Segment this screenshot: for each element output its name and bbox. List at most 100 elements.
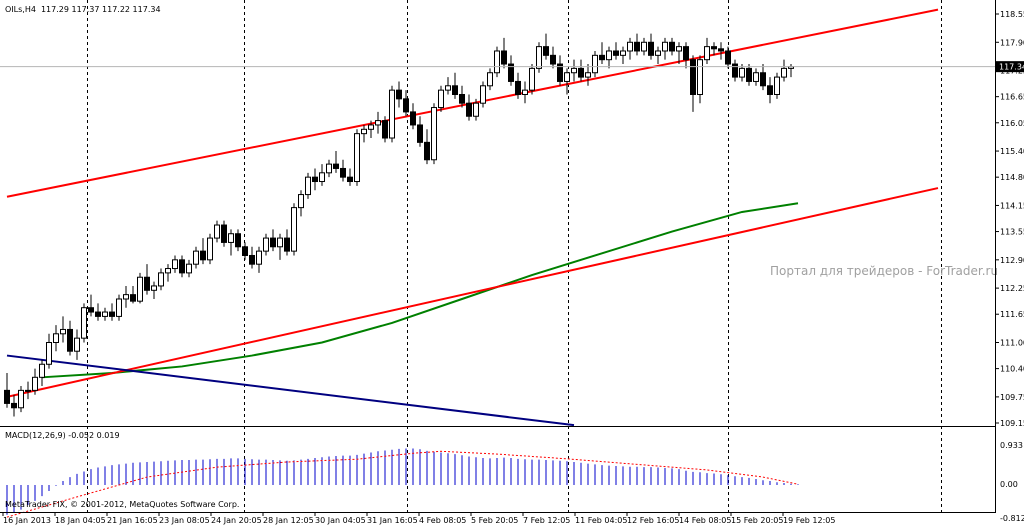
candle-body [501, 50, 507, 65]
candle-body [480, 85, 486, 104]
trend-line-support [6, 354, 575, 427]
candle-body [256, 250, 262, 265]
price-tick-label: 109.75 [1000, 393, 1024, 402]
trend-line-channel-lower [6, 187, 939, 398]
price-tick-label: 116.65 [1000, 93, 1024, 102]
candle-body [347, 176, 353, 183]
time-tick-label: 31 Jan 16:05 [367, 516, 418, 525]
time-tick-label: 18 Jan 04:05 [55, 516, 106, 525]
candle-body [298, 194, 304, 209]
price-tick-label: 109.15 [1000, 419, 1024, 428]
candle-body [319, 172, 325, 183]
candle-body [277, 237, 283, 248]
candle-body [18, 389, 24, 409]
time-tick-label: 23 Jan 08:05 [159, 516, 210, 525]
candle-body [669, 41, 675, 52]
current-price-label: 117.34 [999, 63, 1024, 72]
watermark: Портал для трейдеров - ForTrader.ru [770, 264, 998, 278]
candle-body [186, 263, 192, 274]
candle-body [473, 102, 479, 117]
candle-body [515, 80, 521, 95]
candle-body [571, 67, 577, 74]
candle-body [487, 72, 493, 87]
time-tick-label: 7 Feb 12:05 [523, 516, 570, 525]
time-axis: 16 Jan 2013 18 Jan 04:05 21 Jan 16:05 23 Ja… [2, 512, 835, 525]
candle-body [11, 402, 17, 409]
time-tick-label: 5 Feb 20:05 [471, 516, 518, 525]
candle-body [424, 141, 430, 161]
candle-body [452, 85, 458, 95]
moving-average [41, 202, 799, 379]
symbol-label: OILs,H4 117.29 117.37 117.22 117.34 [5, 5, 161, 14]
candle-body [291, 207, 297, 252]
time-tick-label: 16 Jan 2013 [3, 516, 51, 525]
candle-body [445, 85, 451, 91]
candle-body [242, 246, 248, 256]
price-tick-label: 111.00 [1000, 339, 1024, 348]
candle-body [270, 237, 276, 248]
candle-body [508, 63, 514, 82]
candle-body [536, 46, 542, 69]
candle-body [235, 233, 241, 248]
candle-body [585, 72, 591, 78]
macd-axis: 0.933 0.00 -0.812 [1000, 441, 1024, 523]
candle-body [396, 89, 402, 100]
price-tick-label: 116.05 [1000, 119, 1024, 128]
candle-body [676, 46, 682, 52]
candle-body [263, 237, 269, 252]
candle-body [333, 163, 339, 169]
candle-body [550, 54, 556, 65]
candle-body [746, 67, 752, 82]
candle-body [151, 285, 157, 291]
candle-body [326, 163, 332, 174]
candle-body [417, 124, 423, 143]
candle-body [438, 89, 444, 109]
candle-body [648, 41, 654, 56]
candle-body [193, 250, 199, 265]
candle-body [697, 59, 703, 95]
macd-signal-line [6, 450, 799, 518]
macd-tick-label: 0.933 [1000, 441, 1023, 450]
time-tick-label: 28 Jan 12:05 [263, 516, 314, 525]
time-tick-label: 21 Jan 16:05 [107, 516, 158, 525]
time-tick-label: 30 Jan 04:05 [315, 516, 366, 525]
candle-body [557, 63, 563, 82]
candle-body [25, 389, 31, 392]
candle-body [95, 311, 101, 317]
candle-body [361, 128, 367, 135]
candle-body [620, 50, 626, 56]
candle-body [375, 120, 381, 126]
candle-body [53, 333, 59, 344]
candle-body [599, 54, 605, 61]
price-tick-label: 111.65 [1000, 310, 1024, 319]
candle-body [662, 41, 668, 52]
price-tick-label: 112.90 [1000, 256, 1024, 265]
candle-body [690, 59, 696, 95]
time-tick-label: 24 Jan 20:05 [211, 516, 262, 525]
candle-body [228, 233, 234, 243]
candle-body [4, 389, 10, 404]
candle-body [543, 46, 549, 56]
candle-body [123, 294, 129, 300]
moving-average-line [41, 202, 799, 379]
current-price-marker [996, 61, 1024, 73]
candle-body [522, 89, 528, 95]
candle-body [760, 72, 766, 87]
price-tick-label: 115.40 [1000, 147, 1024, 156]
macd-label: MACD(12,26,9) -0.052 0.019 [5, 431, 120, 440]
candle-body [641, 41, 647, 52]
candle-body [165, 268, 171, 274]
candle-body [767, 85, 773, 95]
time-tick-label: 12 Feb 16:05 [627, 516, 679, 525]
candle-body [312, 176, 318, 183]
candle-body [102, 311, 108, 317]
price-tick-label: 113.55 [1000, 228, 1024, 237]
candle-body [704, 46, 710, 61]
candle-body [564, 72, 570, 82]
candle-body [578, 67, 584, 78]
candle-body [158, 272, 164, 287]
time-tick-label: 14 Feb 08:05 [679, 516, 731, 525]
time-tick-label: 4 Feb 08:05 [419, 516, 466, 525]
copyright-text: MetaTrader FIX, © 2001-2012, MetaQuotes … [5, 500, 239, 509]
